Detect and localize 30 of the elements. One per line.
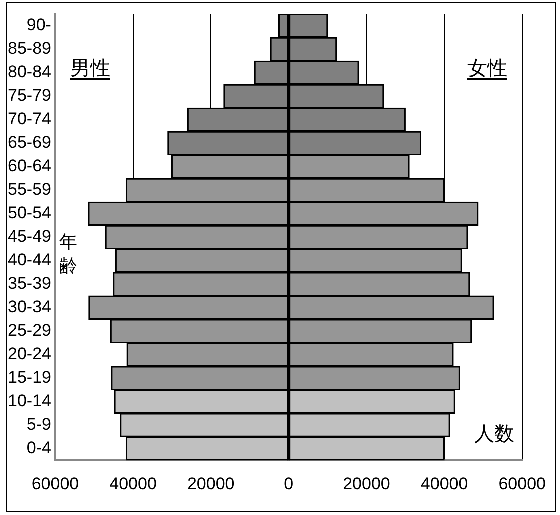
y-tick-label: 70-74 <box>8 110 52 129</box>
y-tick-label: 40-44 <box>8 250 52 270</box>
y-tick-label: 35-39 <box>8 274 52 294</box>
y-tick-label: 20-24 <box>8 344 52 364</box>
y-tick-label: 75-79 <box>8 86 52 106</box>
y-tick-label: 60-64 <box>8 156 52 176</box>
y-tick-label: 5-9 <box>26 415 52 434</box>
x-tick-label: 60000 <box>498 474 546 494</box>
y-tick-label: 25-29 <box>8 321 52 340</box>
y-tick-label: 15-19 <box>8 368 52 388</box>
y-tick-label: 90- <box>26 16 52 35</box>
y-tick-label: 55-59 <box>8 180 52 200</box>
x-tick-label: 40000 <box>110 474 157 494</box>
x-tick-label: 20000 <box>187 474 235 494</box>
x-tick-label: 20000 <box>343 474 390 494</box>
x-axis-title: 人数 <box>474 424 514 446</box>
y-tick-label: 45-49 <box>8 227 52 246</box>
y-tick-label: 65-69 <box>8 133 52 152</box>
y-tick-label: 10-14 <box>8 392 52 411</box>
x-tick-label: 60000 <box>32 474 80 494</box>
x-tick-label: 0 <box>284 474 294 494</box>
y-tick-label: 80-84 <box>8 62 52 82</box>
y-tick-label: 50-54 <box>8 204 52 223</box>
annotation: 男性 <box>70 58 110 80</box>
x-tick-label: 40000 <box>420 474 468 494</box>
annotation: 女性 <box>467 58 508 80</box>
y-tick-label: 85-89 <box>8 39 52 58</box>
y-axis-title: 年齢 <box>59 232 78 276</box>
y-tick-label: 30-34 <box>8 298 52 317</box>
y-tick-label: 0-4 <box>26 438 52 458</box>
